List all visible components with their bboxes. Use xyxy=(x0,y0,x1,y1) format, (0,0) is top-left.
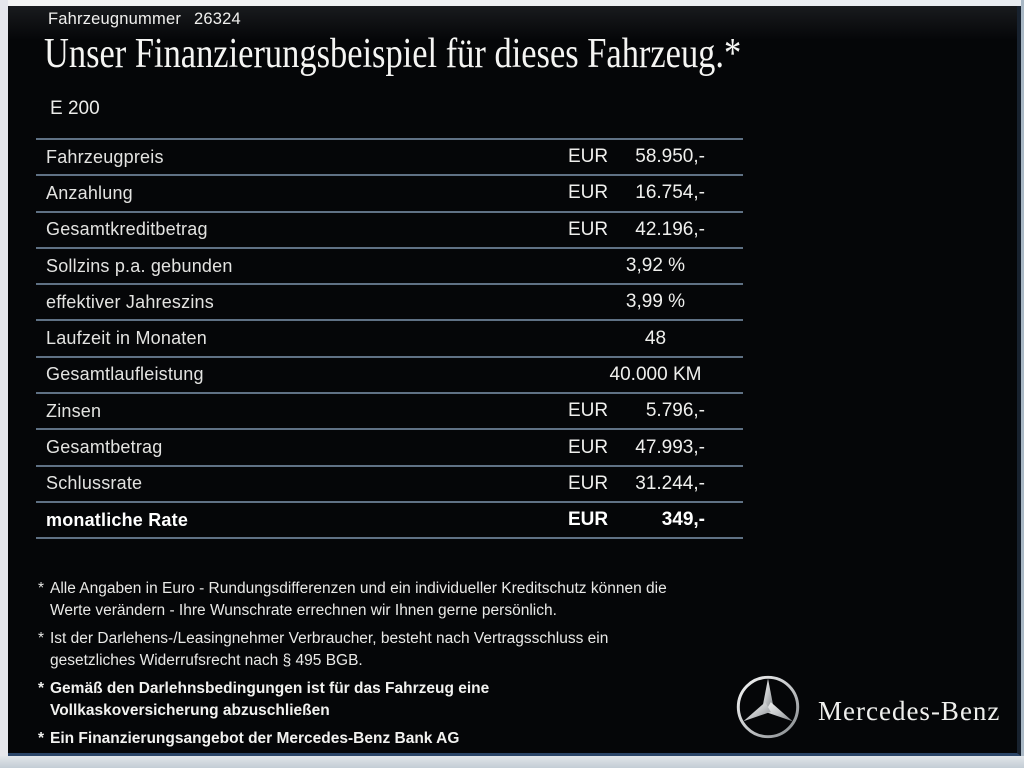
row-label: Zinsen xyxy=(46,400,102,421)
page-title: Unser Finanzierungsbeispiel für dieses F… xyxy=(44,31,742,77)
frame-strip-bottom xyxy=(0,756,1024,768)
table-row-fahrzeugpreis: Fahrzeugpreis EUR 58.950,- xyxy=(36,140,743,177)
frame-strip-left xyxy=(0,0,8,768)
currency-label: EUR xyxy=(568,436,609,458)
footnote-2: * Ist der Darlehens-/Leasingnehmer Verbr… xyxy=(38,628,758,671)
row-label: Anzahlung xyxy=(46,182,133,203)
row-value: EUR 349,- xyxy=(568,509,743,531)
amount-value: 31.244,- xyxy=(635,472,705,494)
footnotes: * Alle Angaben in Euro - Rundungsdiffere… xyxy=(38,578,758,757)
footnote-marker: * xyxy=(38,580,45,597)
finance-panel: Fahrzeugnummer 26324 Unser Finanzierungsb… xyxy=(8,6,1021,756)
row-label: Laufzeit in Monaten xyxy=(46,328,207,349)
row-value: 40.000 KM xyxy=(609,363,702,385)
model-name: E 200 xyxy=(50,98,100,119)
row-label: Fahrzeugpreis xyxy=(46,146,164,167)
footnote-text: Alle Angaben in Euro - Rundungsdifferenz… xyxy=(50,580,667,619)
footnote-text: Ein Finanzierungsangebot der Mercedes-Be… xyxy=(50,730,460,747)
table-row-gesamtlaufleistung: Gesamtlaufleistung 40.000 KM xyxy=(36,358,743,395)
row-label: Gesamtbetrag xyxy=(46,437,163,458)
table-row-anzahlung: Anzahlung EUR 16.754,- xyxy=(36,176,743,213)
row-label: Schlussrate xyxy=(46,473,143,494)
footnote-3: * Gemäß den Darlehnsbedingungen ist für … xyxy=(38,678,758,721)
table-row-schlussrate: Schlussrate EUR 31.244,- xyxy=(36,467,743,503)
footnote-1: * Alle Angaben in Euro - Rundungsdiffere… xyxy=(38,578,758,621)
frame-strip-top xyxy=(0,0,1024,6)
row-label: monatliche Rate xyxy=(46,509,189,530)
currency-label: EUR xyxy=(568,472,609,494)
amount-value: 349,- xyxy=(661,509,705,531)
row-value: EUR 47.993,- xyxy=(568,437,743,459)
row-value: EUR 16.754,- xyxy=(568,182,743,204)
currency-label: EUR xyxy=(568,218,609,240)
row-label: effektiver Jahreszins xyxy=(46,291,214,312)
row-label: Gesamtlaufleistung xyxy=(46,364,204,385)
footnote-marker: * xyxy=(38,630,45,647)
currency-label: EUR xyxy=(568,182,609,204)
currency-label: EUR xyxy=(568,509,609,531)
amount-value: 5.796,- xyxy=(645,400,705,422)
row-value: EUR 31.244,- xyxy=(568,473,743,495)
vehicle-number: Fahrzeugnummer 26324 xyxy=(48,10,241,29)
row-label: Gesamtkreditbetrag xyxy=(46,219,208,240)
table-row-effektiver-jahreszins: effektiver Jahreszins 3,99 % xyxy=(36,285,743,322)
row-value: 3,92 % xyxy=(625,255,686,277)
currency-label: EUR xyxy=(568,400,609,422)
row-value: EUR 58.950,- xyxy=(568,146,743,168)
footnote-text: Ist der Darlehens-/Leasingnehmer Verbrau… xyxy=(50,630,609,669)
table-row-monatliche-rate: monatliche Rate EUR 349,- xyxy=(36,503,743,540)
row-value: 3,99 % xyxy=(625,291,686,313)
row-value: EUR 5.796,- xyxy=(568,400,743,422)
table-row-gesamtkreditbetrag: Gesamtkreditbetrag EUR 42.196,- xyxy=(36,213,743,249)
brand-wordmark: Mercedes-Benz xyxy=(818,696,1001,726)
table-row-sollzins: Sollzins p.a. gebunden 3,92 % xyxy=(36,249,743,286)
row-value: EUR 42.196,- xyxy=(568,219,743,241)
row-label: Sollzins p.a. gebunden xyxy=(46,255,233,276)
finance-table: Fahrzeugpreis EUR 58.950,- Anzahlung EUR… xyxy=(36,138,743,540)
table-row-gesamtbetrag: Gesamtbetrag EUR 47.993,- xyxy=(36,430,743,467)
footnote-marker: * xyxy=(38,680,45,697)
table-row-laufzeit: Laufzeit in Monaten 48 xyxy=(36,321,743,358)
amount-value: 42.196,- xyxy=(635,218,705,240)
currency-label: EUR xyxy=(568,146,609,168)
row-value: 48 xyxy=(644,327,667,349)
amount-value: 58.950,- xyxy=(635,146,705,168)
footnote-marker: * xyxy=(38,730,45,747)
footnote-4: * Ein Finanzierungsangebot der Mercedes-… xyxy=(38,728,758,750)
amount-value: 16.754,- xyxy=(635,182,705,204)
amount-value: 47.993,- xyxy=(635,436,705,458)
footnote-text: Gemäß den Darlehnsbedingungen ist für da… xyxy=(50,680,490,719)
vehicle-number-value: 26324 xyxy=(194,10,241,28)
table-row-zinsen: Zinsen EUR 5.796,- xyxy=(36,394,743,431)
frame-strip-right xyxy=(1021,0,1024,768)
vehicle-number-label: Fahrzeugnummer xyxy=(48,10,182,28)
